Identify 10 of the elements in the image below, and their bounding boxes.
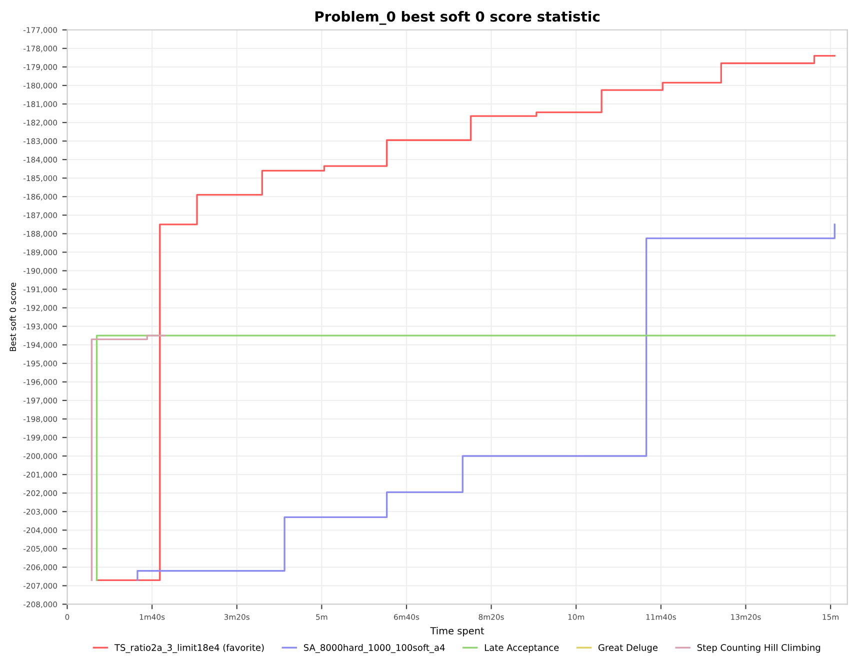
- legend-label: Great Deluge: [598, 644, 658, 653]
- legend-label: Step Counting Hill Climbing: [697, 644, 820, 653]
- legend-label: SA_8000hard_1000_100soft_a4: [304, 644, 445, 653]
- line-series: [96, 54, 836, 581]
- legend-label: Late Acceptance: [484, 644, 559, 653]
- chart-title: Problem_0 best soft 0 score statistic: [315, 10, 600, 25]
- y-axis-title: Best soft 0 score: [10, 282, 16, 352]
- legend-label: TS_ratio2a_3_limit18e4 (favorite): [114, 644, 264, 653]
- x-axis-title: Time spent: [430, 626, 484, 636]
- line-series: [136, 224, 836, 581]
